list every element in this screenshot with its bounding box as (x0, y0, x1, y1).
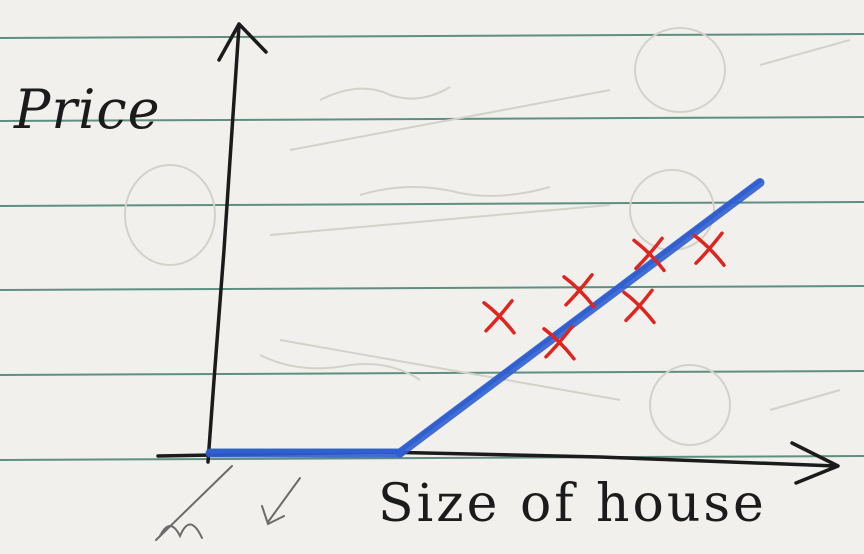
fit-line-segment (398, 178, 762, 453)
rule-line (0, 33, 864, 39)
ghost-writing (124, 27, 851, 446)
rule-line (0, 201, 864, 207)
data-point-x-marker (482, 299, 516, 335)
rule-line (0, 370, 864, 376)
rule-line (0, 455, 864, 461)
data-point-x-marker (632, 236, 666, 273)
data-point-x-marker (692, 231, 726, 267)
paper-rule-lines (0, 33, 864, 461)
y-axis-arrowhead (217, 22, 268, 62)
data-points (482, 231, 726, 361)
x-axis-label: Size of house (378, 474, 767, 534)
data-point-x-marker (622, 288, 656, 325)
y-axis (206, 24, 241, 464)
axes (156, 22, 840, 485)
fit-line (205, 178, 765, 458)
data-point-x-marker (562, 273, 596, 309)
pencil-arrows (155, 465, 301, 541)
data-point-x-marker (542, 325, 576, 361)
rule-line (0, 116, 864, 122)
y-axis-label: Price (14, 78, 161, 141)
rule-line (0, 285, 864, 291)
x-axis-arrowhead (790, 441, 840, 485)
